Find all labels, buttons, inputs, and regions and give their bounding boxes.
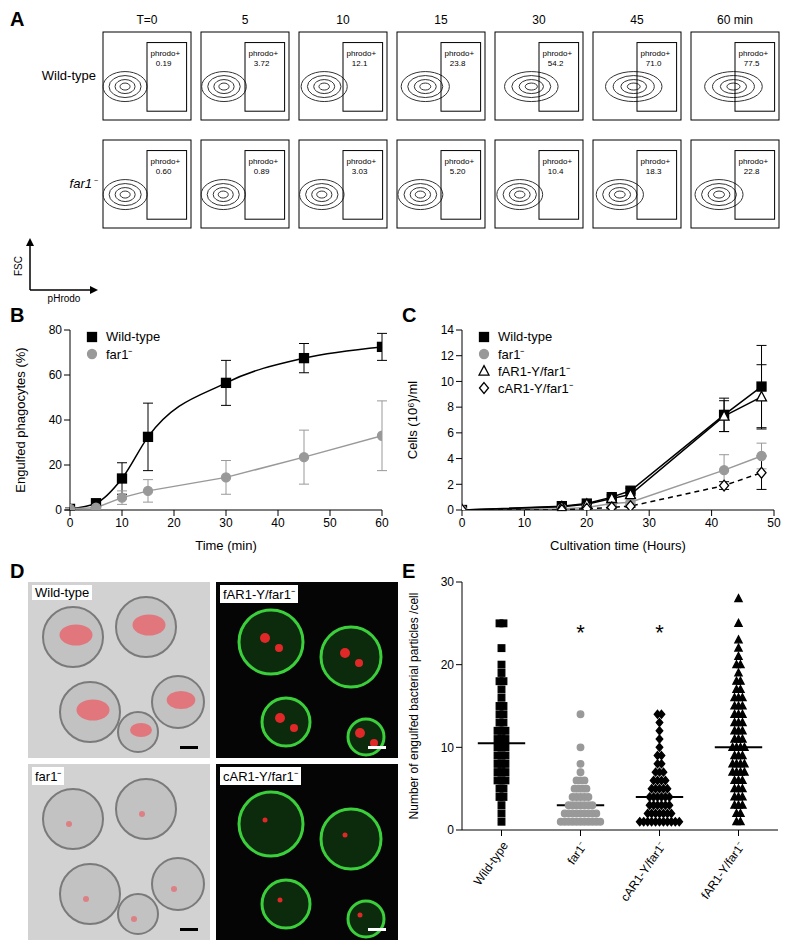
svg-text:20: 20 (49, 458, 63, 472)
html-text:Wild-type: Wild-type (35, 585, 90, 600)
svg-text:40: 40 (705, 516, 719, 530)
svg-text:80: 80 (49, 323, 63, 337)
svg-text:phrodo+: phrodo+ (347, 157, 377, 166)
svg-text:0: 0 (459, 516, 466, 530)
svg-text:6: 6 (447, 426, 454, 440)
svg-text:phrodo+: phrodo+ (641, 157, 671, 166)
html-text:fAR1-Y/far1⁻: fAR1-Y/far1⁻ (223, 587, 295, 602)
svg-text:phrodo+: phrodo+ (249, 49, 279, 58)
svg-text:60: 60 (375, 516, 389, 530)
svg-text:phrodo+: phrodo+ (543, 49, 573, 58)
svg-text:phrodo+: phrodo+ (739, 49, 769, 58)
svg-text:40: 40 (271, 516, 285, 530)
svg-text:71.0: 71.0 (646, 59, 662, 68)
svg-text:0.60: 0.60 (156, 167, 172, 176)
svg-text:50: 50 (767, 516, 781, 530)
svg-text:30: 30 (219, 516, 233, 530)
svg-text:10: 10 (336, 13, 350, 27)
svg-text:23.8: 23.8 (450, 59, 466, 68)
svg-text:phrodo+: phrodo+ (641, 49, 671, 58)
html-text:cAR1-Y/far1⁻: cAR1-Y/far1⁻ (223, 769, 298, 784)
svg-text:30: 30 (532, 13, 546, 27)
svg-text:54.2: 54.2 (548, 59, 564, 68)
svg-text:phrodo+: phrodo+ (445, 157, 475, 166)
html-text:cAR1-Y/far1⁻: cAR1-Y/far1⁻ (498, 380, 573, 396)
svg-text:cAR1-Y/far1⁻: cAR1-Y/far1⁻ (618, 839, 669, 904)
svg-text:*: * (576, 620, 585, 645)
svg-text:Cells (10⁶)/ml: Cells (10⁶)/ml (405, 381, 420, 459)
html-text:Wild-type: Wild-type (106, 329, 161, 344)
html-text:far1⁻: far1⁻ (35, 769, 62, 784)
html-text:B: B (10, 304, 25, 326)
svg-text:50: 50 (323, 516, 337, 530)
svg-text:30: 30 (441, 575, 455, 589)
svg-text:phrodo+: phrodo+ (739, 157, 769, 166)
svg-text:10.4: 10.4 (548, 167, 564, 176)
svg-text:12: 12 (441, 349, 455, 363)
html-text:A: A (10, 8, 25, 30)
svg-text:15: 15 (434, 13, 448, 27)
svg-text:18.3: 18.3 (646, 167, 662, 176)
svg-text:phrodo+: phrodo+ (543, 157, 573, 166)
svg-text:0: 0 (447, 823, 454, 837)
html-text:far1⁻: far1⁻ (106, 346, 133, 362)
svg-text:Wild-type: Wild-type (42, 68, 96, 83)
html-text:far1⁻: far1⁻ (498, 346, 525, 362)
svg-text:Engulfed phagocytes (%): Engulfed phagocytes (%) (13, 347, 28, 492)
svg-text:Time (min): Time (min) (195, 538, 257, 553)
svg-text:10: 10 (441, 741, 455, 755)
svg-text:fAR1-Y/far1⁻: fAR1-Y/far1⁻ (698, 839, 748, 902)
svg-text:pHrodo: pHrodo (48, 293, 81, 304)
svg-text:60 min: 60 min (717, 13, 753, 27)
svg-text:60: 60 (49, 368, 63, 382)
svg-text:45: 45 (630, 13, 644, 27)
svg-text:77.5: 77.5 (744, 59, 760, 68)
svg-text:10: 10 (115, 516, 129, 530)
svg-text:0.19: 0.19 (156, 59, 172, 68)
svg-text:10: 10 (441, 375, 455, 389)
svg-text:Cultivation time (Hours): Cultivation time (Hours) (550, 538, 686, 553)
svg-text:0: 0 (55, 503, 62, 517)
svg-text:*: * (655, 620, 664, 645)
svg-text:phrodo+: phrodo+ (445, 49, 475, 58)
svg-text:0.89: 0.89 (254, 167, 270, 176)
svg-text:phrodo+: phrodo+ (151, 157, 181, 166)
svg-text:2: 2 (447, 478, 454, 492)
svg-text:40: 40 (49, 413, 63, 427)
svg-text:20: 20 (167, 516, 181, 530)
svg-text:phrodo+: phrodo+ (347, 49, 377, 58)
svg-text:Wild-type: Wild-type (471, 839, 511, 888)
svg-text:30: 30 (643, 516, 657, 530)
svg-text:20: 20 (580, 516, 594, 530)
html-text:Wild-type: Wild-type (498, 329, 553, 344)
svg-text:5.20: 5.20 (450, 167, 466, 176)
svg-text:14: 14 (441, 323, 455, 337)
svg-text:4: 4 (447, 452, 454, 466)
html-text:C: C (402, 304, 417, 326)
svg-text:far1⁻: far1⁻ (70, 176, 98, 191)
svg-text:Number of engulfed bacterial p: Number of engulfed bacterial particles /… (407, 593, 421, 820)
svg-text:10: 10 (518, 516, 532, 530)
svg-text:8: 8 (447, 400, 454, 414)
svg-text:0: 0 (67, 516, 74, 530)
svg-text:far1⁻: far1⁻ (564, 839, 590, 867)
svg-text:22.8: 22.8 (744, 167, 760, 176)
svg-text:5: 5 (242, 13, 249, 27)
svg-text:phrodo+: phrodo+ (151, 49, 181, 58)
svg-text:3.03: 3.03 (352, 167, 368, 176)
svg-text:0: 0 (447, 503, 454, 517)
html-text:D: D (10, 560, 25, 582)
svg-text:phrodo+: phrodo+ (249, 157, 279, 166)
svg-text:T=0: T=0 (136, 13, 157, 27)
html-text:E: E (402, 560, 416, 582)
svg-text:3.72: 3.72 (254, 59, 270, 68)
svg-text:20: 20 (441, 658, 455, 672)
html-text:fAR1-Y/far1⁻: fAR1-Y/far1⁻ (498, 363, 570, 379)
svg-text:12.1: 12.1 (352, 59, 368, 68)
svg-text:FSC: FSC (13, 256, 24, 276)
